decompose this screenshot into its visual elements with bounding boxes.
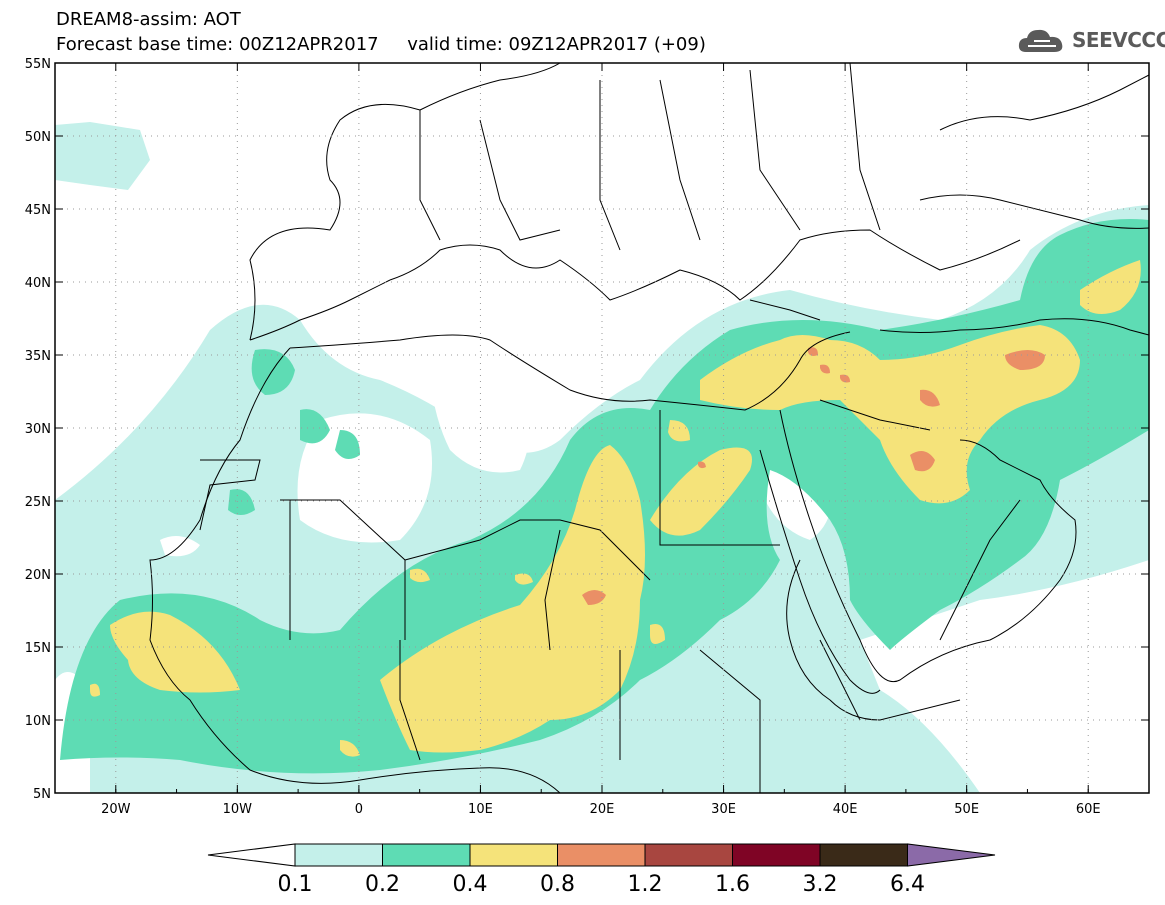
graticule <box>55 63 1149 793</box>
lon-label: 60E <box>1076 802 1101 817</box>
colorbar <box>207 843 996 867</box>
colorbar-labels: 0.1 0.2 0.4 0.8 1.2 1.6 3.2 6.4 <box>0 872 1165 902</box>
colorbar-segment <box>382 843 471 867</box>
aot-shading-layer <box>55 122 1149 793</box>
colorbar-over-arrow <box>907 843 996 867</box>
map-title: DREAM8-assim: AOT <box>56 9 241 30</box>
lon-label: 10E <box>468 802 493 817</box>
lat-label: 35N <box>25 349 51 364</box>
colorbar-label: 6.4 <box>890 872 925 897</box>
lat-label: 50N <box>25 130 51 145</box>
logo-text: SEEVCCC <box>1072 28 1165 52</box>
cloud-logo-icon <box>1018 29 1063 52</box>
colorbar-segment <box>294 843 383 867</box>
coastlines-borders <box>149 63 1149 793</box>
lon-label: 10W <box>223 802 253 817</box>
colorbar-label: 0.4 <box>452 872 488 897</box>
forecast-time-subtitle: Forecast base time: 00Z12APR2017 valid t… <box>56 34 706 55</box>
seevccc-logo: SEEVCCC <box>1016 22 1165 58</box>
colorbar-label: 1.2 <box>627 872 663 897</box>
colorbar-label: 0.1 <box>277 872 313 897</box>
latitude-labels: 55N 50N 45N 40N 35N 30N 25N 20N 15N 10N 5N <box>25 57 51 802</box>
lat-label: 5N <box>33 787 51 802</box>
lon-label: 30E <box>711 802 736 817</box>
lon-label: 50E <box>954 802 979 817</box>
lat-label: 45N <box>25 203 51 218</box>
map-plot: 20W 10W 0 10E 20E 30E 40E 50E 60E 55N 50N 45N 40N 35… <box>25 57 1150 867</box>
lat-label: 55N <box>25 57 51 72</box>
colorbar-under-arrow <box>207 843 296 867</box>
colorbar-label: 1.6 <box>715 872 750 897</box>
lat-label: 20N <box>25 568 51 583</box>
colorbar-segment <box>644 843 733 867</box>
lat-label: 10N <box>25 714 51 729</box>
colorbar-label: 0.2 <box>365 872 400 897</box>
longitude-labels: 20W 10W 0 10E 20E 30E 40E 50E 60E <box>101 802 1101 817</box>
colorbar-label: 3.2 <box>802 872 838 897</box>
lat-label: 15N <box>25 641 51 656</box>
lat-label: 40N <box>25 276 51 291</box>
colorbar-segment <box>557 843 646 867</box>
lon-label: 20E <box>590 802 615 817</box>
colorbar-segment <box>732 843 821 867</box>
lat-label: 25N <box>25 495 51 510</box>
lon-label: 0 <box>355 802 363 817</box>
colorbar-segment <box>469 843 558 867</box>
colorbar-label: 0.8 <box>540 872 575 897</box>
colorbar-segment <box>819 843 908 867</box>
lat-label: 30N <box>25 422 51 437</box>
lon-label: 20W <box>101 802 131 817</box>
axis-ticks <box>54 62 1150 794</box>
lon-label: 40E <box>833 802 858 817</box>
